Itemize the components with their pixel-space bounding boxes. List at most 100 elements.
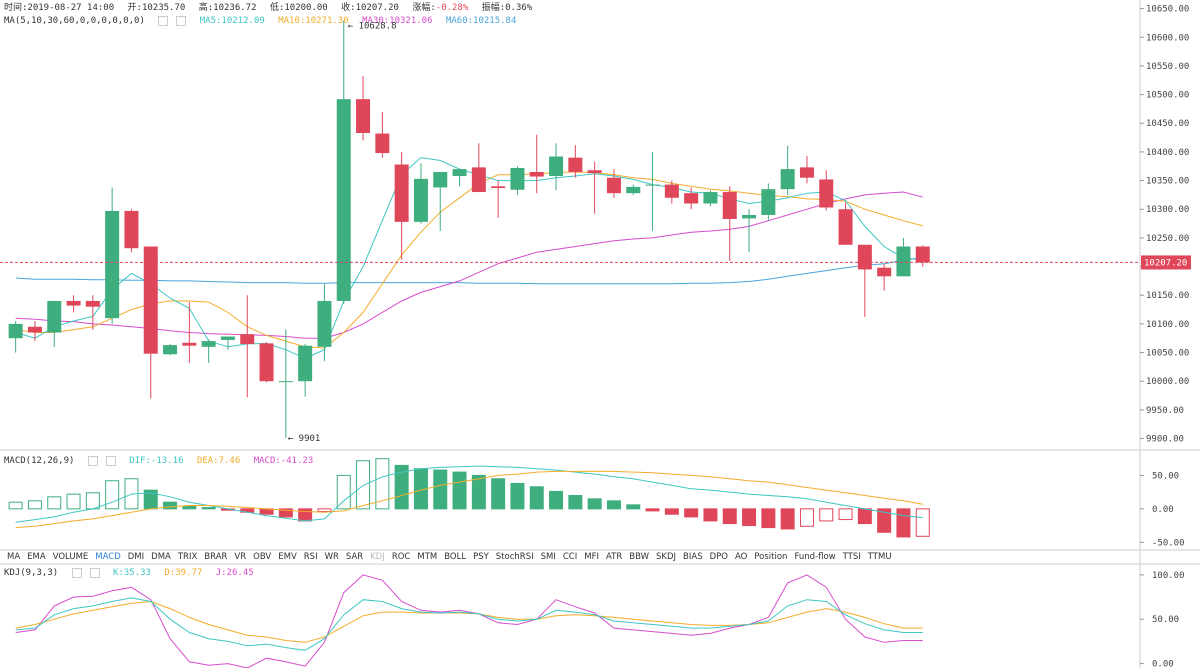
candle-body [163,345,178,355]
last-price-tag [1141,255,1191,270]
macd-bar [703,508,718,522]
dea-label: DEA:7.46 [196,456,241,466]
d-label: D:39.77 [164,568,203,578]
tab-skdj[interactable]: SKDJ [656,552,677,562]
settings-icon[interactable] [71,567,82,578]
tab-ttmu[interactable]: TTMU [867,552,892,562]
tab-psy[interactable]: PSY [473,552,489,562]
price-tick-label: 10450.00 [1146,119,1189,129]
macd-bar [85,492,100,510]
tab-sar[interactable]: SAR [345,552,364,562]
macd-bar [857,508,872,525]
tab-brar[interactable]: BRAR [204,552,228,562]
close-icon[interactable] [176,15,187,26]
candle-body [240,334,255,344]
candle-body [587,170,602,174]
settings-icon[interactable] [158,15,169,26]
close-icon[interactable] [105,455,116,466]
ohlc-header: 时间:2019-08-27 14:00 开:10235.70 高:10236.7… [4,2,540,14]
indicator-tabs: MA EMA VOLUME MACD DMI DMA TRIX BRAR VR OBV EMV RSI… [0,550,1140,564]
tab-atr[interactable]: ATR [605,552,623,562]
tab-roc[interactable]: ROC [391,552,411,562]
candle-body [510,167,525,190]
tab-ema[interactable]: EMA [27,552,46,562]
tab-bias[interactable]: BIAS [683,552,703,562]
tab-kdj[interactable]: KDJ [370,552,385,562]
price-tick-label: 10600.00 [1146,33,1189,43]
macd-bar [896,508,911,538]
kdj-legend: KDJ(9,3,3) K:35.33 D:39.77 J:26.45 [4,567,262,579]
tab-mfi[interactable]: MFI [584,552,599,562]
tab-bbw[interactable]: BBW [629,552,650,562]
candle-body [722,192,737,219]
tab-dpo[interactable]: DPO [709,552,728,562]
macd-bar [182,505,197,510]
tab-dma[interactable]: DMA [151,552,171,562]
tab-position[interactable]: Position [754,552,788,562]
tab-dmi[interactable]: DMI [127,552,145,562]
macd-bar [491,478,506,510]
tab-vr[interactable]: VR [234,552,247,562]
price-tick-label: 10250.00 [1146,234,1189,244]
candle-body [298,345,313,382]
kdj-tick-label: 50.00 [1152,615,1179,625]
price-tick-label: 10300.00 [1146,205,1189,215]
price-tick-label: 10100.00 [1146,320,1189,330]
macd-bar [356,460,371,510]
price-tick-label: 10500.00 [1146,91,1189,101]
tab-volume[interactable]: VOLUME [52,552,89,562]
macd-bar [799,508,814,527]
tab-macd[interactable]: MACD [95,552,121,562]
candle-body [606,177,621,194]
tab-boll[interactable]: BOLL [444,552,467,562]
price-tick-label: 10550.00 [1146,62,1189,72]
candle-body [684,193,699,204]
macd-bar [105,480,120,510]
tab-mtm[interactable]: MTM [417,552,438,562]
kdj-tick-label: 100.00 [1152,571,1185,581]
macd-bar [394,464,409,510]
candle-body [664,184,679,198]
price-tick-label: 10000.00 [1146,377,1189,387]
macd-bar [201,507,216,510]
candle-body [413,178,428,222]
tab-emv[interactable]: EMV [278,552,297,562]
close-icon[interactable] [89,567,100,578]
ma30-label: MA30:10321.06 [362,16,433,26]
ma-title: MA(5,10,30,60,0,0,0,0,0,0) [4,16,145,26]
candle-body [433,171,448,188]
close-label: 收:10207.20 [341,3,399,13]
ma10-label: MA10:10271.30 [278,16,349,26]
k-line [15,597,923,651]
candle-body [8,323,23,339]
price-tick-label: 9900.00 [1146,435,1184,445]
candle-body [896,246,911,277]
price-tick-label: 10050.00 [1146,349,1189,359]
settings-icon[interactable] [87,455,98,466]
macd-bar [375,458,390,510]
candle-body [317,300,332,347]
tab-ttsi[interactable]: TTSI [842,552,861,562]
tab-wr[interactable]: WR [324,552,339,562]
candle-body [66,300,81,306]
tab-rsi[interactable]: RSI [303,552,318,562]
macd-bar [626,504,641,510]
tab-fund-flow[interactable]: Fund-flow [794,552,836,562]
tab-ao[interactable]: AO [734,552,748,562]
candle-body [278,381,293,383]
tab-obv[interactable]: OBV [253,552,272,562]
tab-stochrsi[interactable]: StochRSI [495,552,534,562]
candle-body [201,341,216,347]
tab-trix[interactable]: TRIX [177,552,198,562]
price-tick-label: 10650.00 [1146,5,1189,15]
candle-body [47,300,62,333]
tab-smi[interactable]: SMI [540,552,556,562]
candle-body [780,169,795,190]
price-tick-label: 9950.00 [1146,406,1184,416]
tab-ma[interactable]: MA [7,552,21,562]
macd-bar [298,508,313,522]
tab-cci[interactable]: CCI [562,552,578,562]
time-label: 时间:2019-08-27 14:00 [4,3,115,13]
candle-body [220,336,235,340]
candle-body [394,164,409,222]
